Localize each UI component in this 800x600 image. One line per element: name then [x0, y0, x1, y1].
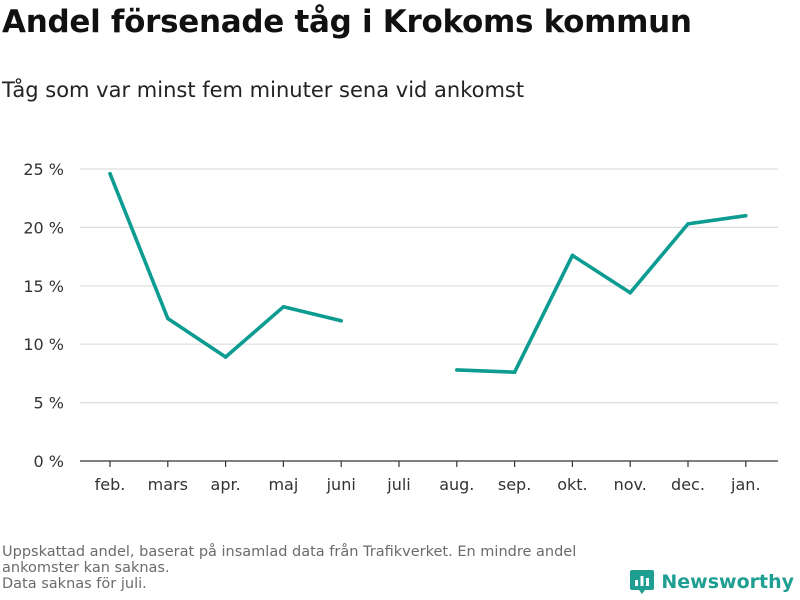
x-tick-label: juni	[326, 475, 356, 494]
x-tick-label: dec.	[671, 475, 705, 494]
y-axis-ticks: 0 % 5 % 10 % 15 % 20 % 25 %	[23, 160, 64, 471]
x-tick-label: feb.	[95, 475, 126, 494]
data-point	[570, 253, 575, 258]
data-point	[339, 319, 344, 323]
series-line-segment	[108, 173, 342, 359]
brand-logo: Newsworthy	[629, 568, 794, 596]
data-point	[628, 291, 632, 295]
data-point	[744, 213, 748, 218]
data-point	[223, 355, 228, 359]
series-line-segment	[456, 213, 747, 374]
x-axis: feb. mars apr. maj juni juli aug. sep. okt. nov. d…	[80, 460, 778, 494]
newsworthy-logo-icon	[630, 570, 655, 594]
x-tick-label: okt.	[557, 475, 587, 494]
x-tick-label: sep.	[498, 475, 531, 494]
y-tick-label: 20 %	[23, 218, 64, 237]
y-tick-label: 0 %	[34, 452, 64, 471]
chart-title: Andel försenade tåg i Krokoms kommun	[2, 4, 692, 40]
data-point	[455, 368, 459, 372]
data-point	[512, 370, 517, 375]
data-point	[281, 305, 286, 309]
x-tick-label: apr.	[211, 475, 241, 494]
line-chart: 0 % 5 % 10 % 15 % 20 % 25 % feb. mars apr. maj ju…	[23, 160, 778, 494]
data-point	[166, 316, 170, 321]
x-tick-label: mars	[148, 475, 188, 494]
y-tick-label: 15 %	[23, 277, 64, 296]
data-point	[686, 222, 690, 226]
x-tick-label: jan.	[730, 475, 760, 494]
x-tick-label: nov.	[614, 475, 647, 494]
gridlines	[80, 168, 778, 404]
x-tick-label: aug.	[439, 475, 474, 494]
series-lines	[108, 171, 748, 375]
data-point	[108, 171, 112, 176]
footnote: Uppskattad andel, baserat på insamlad da…	[2, 544, 632, 592]
chart-subtitle: Tåg som var minst fem minuter sena vid a…	[2, 78, 525, 102]
y-tick-label: 10 %	[23, 335, 64, 354]
brand-name: Newsworthy	[661, 571, 794, 593]
x-tick-label: maj	[268, 475, 298, 494]
footnote-source: Uppskattad andel, baserat på insamlad da…	[2, 544, 577, 576]
x-tick-label: juli	[386, 475, 410, 494]
y-tick-label: 5 %	[34, 394, 64, 413]
y-tick-label: 25 %	[23, 160, 64, 179]
footnote-missing-data: Data saknas för juli.	[2, 576, 147, 592]
